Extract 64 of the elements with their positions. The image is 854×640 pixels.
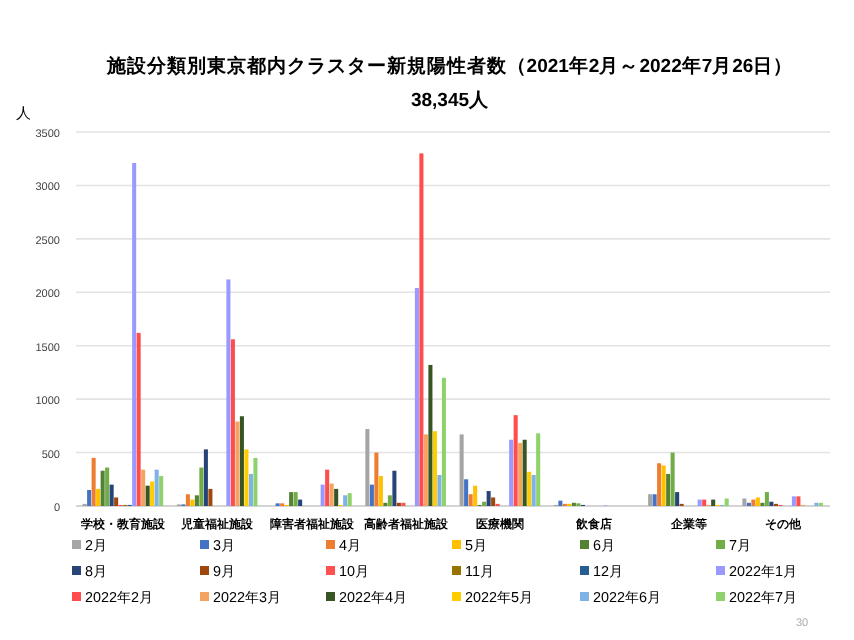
bar — [132, 162, 137, 506]
bar — [145, 485, 150, 506]
bar — [96, 488, 101, 506]
bar — [432, 431, 437, 506]
bar — [764, 492, 769, 506]
bar — [154, 469, 159, 506]
bar — [791, 496, 796, 506]
bar — [378, 476, 383, 506]
bar — [253, 457, 258, 506]
bar — [320, 484, 325, 506]
subtitle: 38,345人 — [410, 90, 490, 112]
bar — [724, 498, 729, 506]
bar — [105, 467, 110, 506]
bar — [419, 153, 424, 506]
bar — [230, 339, 235, 506]
bar — [459, 434, 464, 506]
bar — [387, 495, 392, 506]
bar — [513, 415, 518, 506]
title: 施設分類別東京都内クラスター新規陽性者数（2021年2月～2022年7月26日） — [106, 56, 794, 78]
bar — [109, 484, 114, 506]
bar — [670, 452, 675, 506]
bar — [298, 499, 303, 506]
bar — [150, 481, 155, 506]
bar — [666, 473, 671, 506]
bar — [114, 497, 119, 506]
bar — [239, 416, 244, 506]
bar — [423, 434, 428, 506]
bar — [374, 452, 379, 506]
bar — [392, 470, 397, 506]
bar — [203, 449, 208, 506]
bar — [365, 429, 370, 506]
bar — [464, 479, 469, 506]
bar — [136, 332, 141, 506]
bar — [235, 421, 240, 506]
bar — [441, 377, 446, 506]
bar — [509, 439, 514, 506]
bar — [796, 496, 801, 506]
bar — [248, 473, 253, 506]
bar — [199, 467, 204, 506]
bar — [702, 499, 707, 506]
bar — [536, 433, 541, 506]
bar — [468, 494, 473, 506]
bar — [185, 494, 190, 506]
bar — [325, 469, 330, 506]
bar — [226, 279, 231, 506]
bar — [141, 469, 146, 506]
bar — [159, 476, 164, 506]
bar — [87, 489, 92, 506]
bar — [329, 483, 334, 506]
bar — [711, 499, 716, 506]
bar — [473, 485, 478, 506]
bar — [491, 497, 496, 506]
bar — [369, 484, 374, 506]
bar — [91, 457, 96, 506]
bar — [414, 288, 419, 506]
bar — [208, 488, 213, 506]
bar — [675, 492, 680, 506]
bar — [100, 470, 105, 506]
bar — [486, 491, 491, 506]
bar — [437, 475, 442, 506]
bar — [697, 499, 702, 506]
bar — [428, 364, 433, 506]
bar — [244, 449, 249, 506]
bar — [334, 488, 339, 506]
